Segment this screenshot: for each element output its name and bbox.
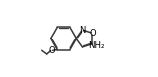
Text: N: N <box>79 26 86 35</box>
Text: O: O <box>89 29 96 38</box>
Text: O: O <box>48 46 55 55</box>
Text: NH₂: NH₂ <box>88 41 105 50</box>
